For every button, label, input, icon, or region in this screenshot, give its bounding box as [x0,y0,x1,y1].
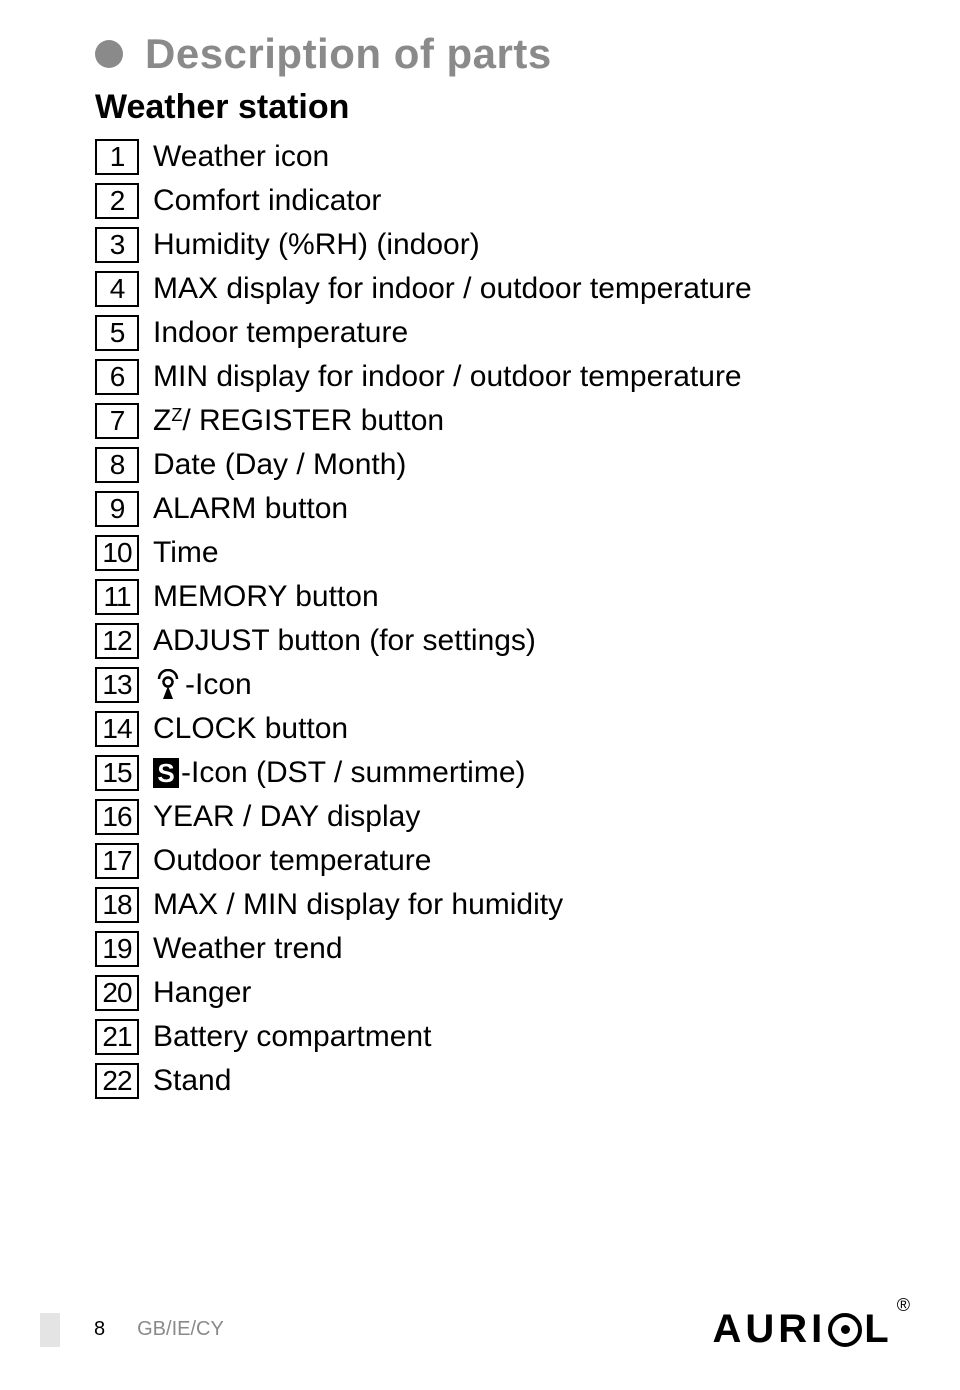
locale-code: GB/IE/CY [137,1318,224,1341]
item-label: Indoor temperature [153,318,408,348]
part-item: 15 S-Icon (DST / summertime) [95,755,910,791]
item-number-box: 8 [95,447,139,483]
part-item: 17 Outdoor temperature [95,843,910,879]
item-number-box: 7 [95,403,139,439]
brand-o-icon [828,1313,862,1347]
brand-suffix: L [864,1307,892,1352]
item-label: Battery compartment [153,1022,431,1052]
item-number-box: 10 [95,535,139,571]
heading-row: Description of parts [95,30,910,78]
item-label: Date (Day / Month) [153,450,406,480]
item-label: MIN display for indoor / outdoor tempera… [153,362,742,392]
page-footer: 8 GB/IE/CY AURI L ® [0,1307,960,1352]
zz-prefix: Z [153,406,171,436]
sbadge-suffix: -Icon (DST / summertime) [181,758,526,788]
item-label: Weather icon [153,142,329,172]
item-number-box: 14 [95,711,139,747]
footer-tab [40,1313,60,1347]
item-number-box: 2 [95,183,139,219]
item-label: Outdoor temperature [153,846,431,876]
page-content: Description of parts Weather station 1 We… [0,0,960,1099]
item-label: MEMORY button [153,582,379,612]
part-item: 10 Time [95,535,910,571]
brand-prefix: AURI [713,1307,827,1352]
zz-superscript: Z [171,406,182,424]
item-number-box: 21 [95,1019,139,1055]
section-heading: Description of parts [145,30,552,78]
part-item: 21 Battery compartment [95,1019,910,1055]
item-number-box: 3 [95,227,139,263]
part-item: 22 Stand [95,1063,910,1099]
part-item: 9 ALARM button [95,491,910,527]
item-label: Stand [153,1066,231,1096]
part-item: 13 -Icon [95,667,910,703]
item-label: ZZ / REGISTER button [153,406,444,436]
item-number-box: 4 [95,271,139,307]
item-number-box: 11 [95,579,139,615]
item-number-box: 19 [95,931,139,967]
part-item: 2 Comfort indicator [95,183,910,219]
registered-mark: ® [897,1295,910,1316]
part-item: 3 Humidity (%RH) (indoor) [95,227,910,263]
part-item: 4 MAX display for indoor / outdoor temper… [95,271,910,307]
item-number-box: 9 [95,491,139,527]
item-label: S-Icon (DST / summertime) [153,758,526,788]
item-label: Hanger [153,978,251,1008]
signal-icon [153,669,183,701]
brand-text: AURI L [713,1307,893,1352]
item-label: YEAR / DAY display [153,802,420,832]
item-label: ADJUST button (for settings) [153,626,536,656]
item-label: ALARM button [153,494,348,524]
item-label: Comfort indicator [153,186,381,216]
item-number-box: 20 [95,975,139,1011]
item-number-box: 6 [95,359,139,395]
item-number-box: 12 [95,623,139,659]
page-number: 8 [94,1318,105,1341]
part-item: 5 Indoor temperature [95,315,910,351]
subheading: Weather station [95,88,910,127]
item-number-box: 18 [95,887,139,923]
item-label: -Icon [153,669,252,701]
part-item: 11 MEMORY button [95,579,910,615]
item-number-box: 22 [95,1063,139,1099]
part-item: 20 Hanger [95,975,910,1011]
zz-suffix: / REGISTER button [182,406,444,436]
s-badge-icon: S [153,758,179,788]
item-label: MAX / MIN display for humidity [153,890,563,920]
part-item: 7ZZ / REGISTER button [95,403,910,439]
item-label: CLOCK button [153,714,348,744]
part-item: 12 ADJUST button (for settings) [95,623,910,659]
item-number-box: 17 [95,843,139,879]
item-label: Time [153,538,219,568]
item-number-box: 15 [95,755,139,791]
item-number-box: 13 [95,667,139,703]
item-number-box: 5 [95,315,139,351]
item-label: Humidity (%RH) (indoor) [153,230,480,260]
part-item: 14 CLOCK button [95,711,910,747]
brand-logo: AURI L ® [713,1307,910,1352]
part-item: 6 MIN display for indoor / outdoor temper… [95,359,910,395]
part-item: 8 Date (Day / Month) [95,447,910,483]
item-label: MAX display for indoor / outdoor tempera… [153,274,752,304]
item-number-box: 16 [95,799,139,835]
part-item: 1 Weather icon [95,139,910,175]
part-item: 19 Weather trend [95,931,910,967]
item-number-box: 1 [95,139,139,175]
signal-suffix: -Icon [185,670,252,700]
part-item: 18 MAX / MIN display for humidity [95,887,910,923]
parts-list: 1 Weather icon 2 Comfort indicator 3 Humidity… [95,139,910,1099]
item-label: Weather trend [153,934,343,964]
bullet-icon [95,40,123,68]
part-item: 16 YEAR / DAY display [95,799,910,835]
